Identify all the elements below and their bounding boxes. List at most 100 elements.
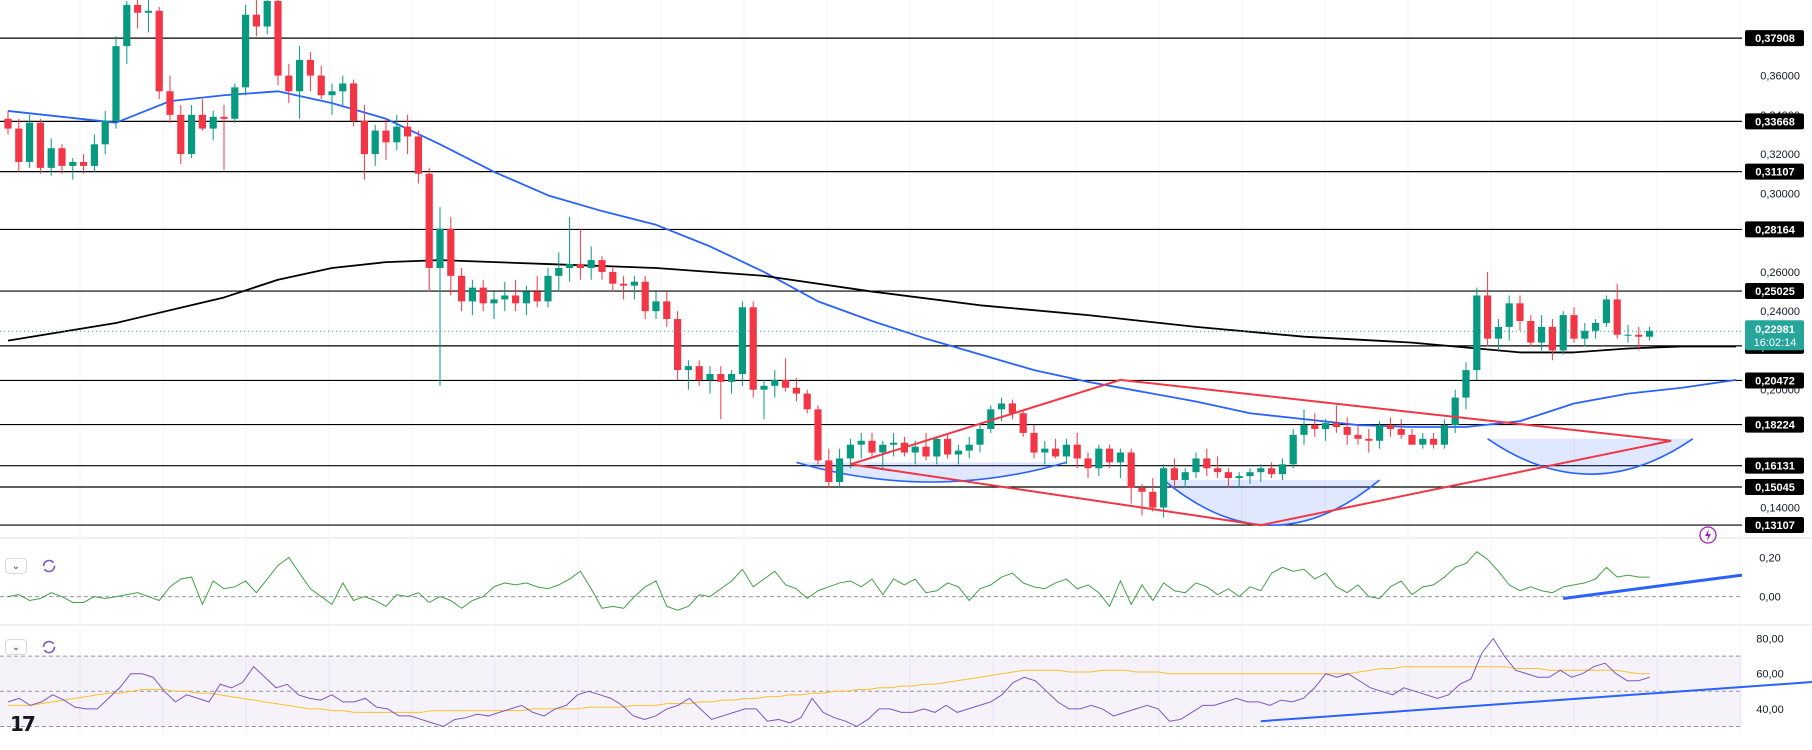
candle-body — [1624, 334, 1632, 336]
candle-body — [976, 428, 984, 445]
candle-body — [836, 458, 844, 482]
alert-icon-bolt — [1705, 529, 1711, 541]
sync-icon-2[interactable] — [40, 638, 58, 656]
candle-body — [339, 83, 347, 92]
candle-body — [1408, 434, 1416, 445]
candle-body — [1160, 468, 1168, 508]
candle-body — [1635, 334, 1643, 337]
bowl-arc — [1487, 438, 1694, 475]
indicator-trendline — [1563, 573, 1743, 601]
candle-body — [965, 444, 973, 451]
candle-body — [306, 59, 314, 76]
candle-body — [803, 393, 811, 410]
candle-body — [695, 366, 703, 380]
level-label-box — [1745, 517, 1804, 534]
price-tick: 0,14000 — [1760, 503, 1800, 515]
candle-body — [1170, 468, 1178, 481]
candle-body — [576, 264, 584, 268]
price-tick: 0,32000 — [1760, 149, 1800, 161]
candle-body — [922, 446, 930, 457]
level-label: 0,31107 — [1755, 167, 1794, 179]
candle-body — [36, 122, 44, 168]
candle-body — [760, 385, 768, 390]
price-tick: 0,30000 — [1760, 188, 1800, 200]
collapse-pane-button[interactable]: ⌄ — [5, 558, 27, 574]
countdown-label: 16:02:14 — [1754, 337, 1797, 349]
candle-body — [317, 75, 325, 96]
rsi-tick: 40,00 — [1756, 704, 1784, 716]
candle-body — [414, 136, 422, 174]
candle-body — [879, 444, 887, 453]
collapse-pane-button-2[interactable]: ⌄ — [5, 639, 27, 655]
candle-body — [1440, 425, 1448, 445]
candle-body — [274, 0, 282, 76]
candle-body — [1473, 295, 1481, 371]
candle-body — [220, 116, 228, 119]
price-tick: 0,24000 — [1760, 306, 1800, 318]
candle-body — [123, 4, 131, 47]
candle-body — [393, 126, 401, 143]
candle-body — [1214, 468, 1222, 473]
candle-body — [1300, 425, 1308, 435]
candle-body — [1030, 432, 1038, 453]
price-tick: 0,26000 — [1760, 267, 1800, 279]
candle-body — [1322, 423, 1330, 429]
candle-body — [987, 409, 995, 429]
candle-body — [90, 144, 98, 166]
level-label-box — [1745, 113, 1804, 130]
candle-body — [155, 10, 163, 92]
ma-200-line — [7, 259, 1736, 354]
candle-body — [792, 387, 800, 394]
rsi-tick: 60,00 — [1756, 669, 1784, 681]
candle-body — [101, 120, 109, 145]
candle-body — [1224, 472, 1232, 479]
candles — [4, 0, 1654, 518]
candle-body — [252, 14, 260, 27]
rsi-line — [7, 637, 1650, 728]
candle-body — [998, 403, 1006, 410]
candle-body — [1052, 448, 1060, 457]
level-label: 0,18224 — [1755, 420, 1796, 432]
candle-body — [1289, 434, 1297, 465]
candle-body — [47, 148, 55, 168]
candle-body — [69, 161, 77, 166]
candle-body — [1494, 326, 1502, 339]
candle-body — [1235, 476, 1243, 479]
candle-body — [1192, 458, 1200, 473]
candle-body — [1062, 444, 1070, 457]
candle-body — [198, 114, 206, 129]
level-label: 0,16131 — [1755, 461, 1795, 473]
candle-body — [1106, 448, 1114, 463]
chevron-down-icon-2: ⌄ — [11, 641, 21, 653]
candle-body — [144, 10, 152, 13]
candle-body — [1397, 428, 1405, 435]
candle-body — [1581, 330, 1589, 339]
level-label-box — [1745, 163, 1804, 180]
candle-body — [555, 267, 563, 276]
candle-body — [1527, 321, 1535, 343]
candle-body — [890, 442, 898, 445]
candle-body — [1462, 370, 1470, 398]
candle-body — [1246, 472, 1254, 477]
candle-body — [1376, 425, 1384, 441]
candle-body — [652, 301, 660, 312]
candle-body — [609, 271, 617, 284]
level-label-box — [1745, 221, 1804, 238]
candle-body — [360, 120, 368, 155]
sync-icon[interactable] — [40, 557, 58, 575]
candle-body — [533, 291, 541, 302]
candle-body — [242, 14, 250, 88]
candle-body — [663, 301, 671, 320]
candle-body — [1570, 315, 1578, 339]
level-label-box — [1745, 416, 1804, 433]
candle-body — [868, 440, 876, 453]
candle-body — [4, 118, 12, 129]
level-label: 0,25025 — [1755, 286, 1795, 298]
rsi-trendline — [1260, 681, 1812, 723]
candle-body — [436, 228, 444, 268]
candle-body — [231, 87, 239, 119]
candle-body — [1419, 438, 1427, 445]
candle-body — [1343, 427, 1351, 435]
rsi-ma-line — [8, 666, 1650, 713]
